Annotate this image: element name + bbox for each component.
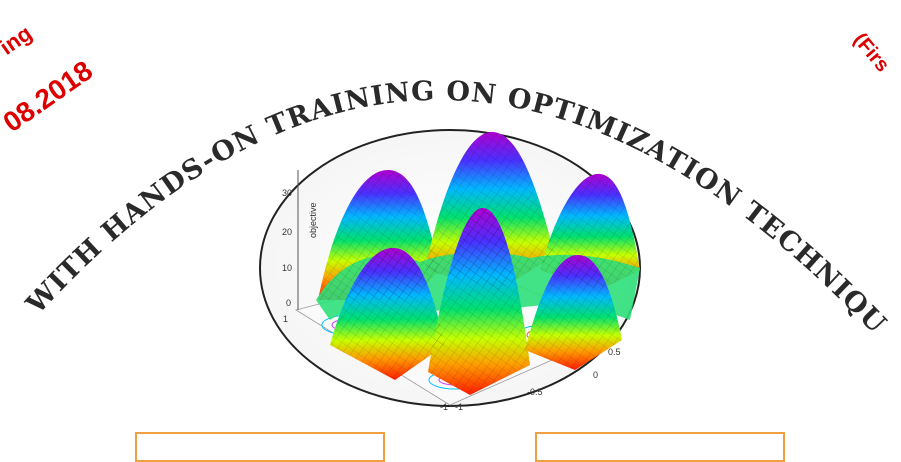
corner-text-left-top: ing <box>0 20 36 59</box>
right-axis-tick-0: 0 <box>593 370 598 380</box>
z-axis-label: objective <box>308 202 318 238</box>
z-tick-20: 20 <box>282 227 292 237</box>
z-tick-30: 30 <box>282 188 292 198</box>
left-axis-tick-1: 1 <box>283 314 288 324</box>
info-box-right <box>535 432 785 462</box>
surface-mesh <box>318 131 640 395</box>
z-tick-0: 0 <box>286 298 291 308</box>
right-axis-tick-neg05: -0.5 <box>527 387 543 397</box>
surface-plot: objective 0 10 20 30 1 0 -1 -1 -0.5 0 0.… <box>282 131 640 412</box>
z-tick-10: 10 <box>282 263 292 273</box>
corner-text-right: (Firs <box>849 29 894 76</box>
info-box-left <box>135 432 385 462</box>
corner-text-left-date: 08.2018 <box>0 55 98 138</box>
poster-graphic: WITH HANDS-ON TRAINING ON OPTIMIZATION T… <box>0 0 894 412</box>
right-axis-tick-neg1: -1 <box>455 402 463 412</box>
left-axis-tick-neg1: -1 <box>440 402 448 412</box>
right-axis-tick-05: 0.5 <box>608 347 621 357</box>
